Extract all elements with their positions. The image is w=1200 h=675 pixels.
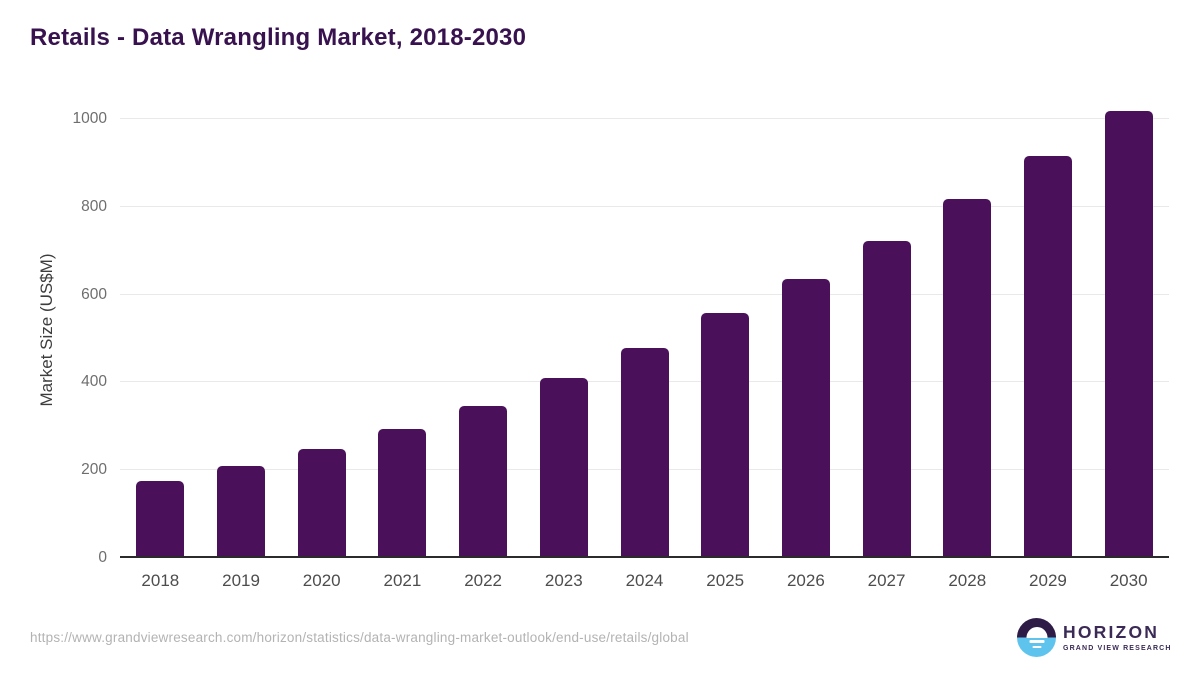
x-tick-label-2030: 2030 bbox=[1109, 571, 1148, 590]
reflection-line-icon bbox=[1029, 640, 1044, 643]
y-tick-label-0: 0 bbox=[98, 549, 107, 566]
bar-2024 bbox=[620, 347, 669, 558]
x-tick-label-2026: 2026 bbox=[786, 571, 825, 590]
x-tick-label-2021: 2021 bbox=[383, 571, 422, 590]
gridline-1000 bbox=[120, 117, 1169, 119]
reflection-line-icon bbox=[1032, 645, 1041, 648]
bar-2026 bbox=[781, 279, 830, 558]
x-tick-label-2020: 2020 bbox=[302, 571, 341, 590]
y-tick-label-800: 800 bbox=[81, 197, 107, 215]
y-tick-label-400: 400 bbox=[81, 373, 107, 391]
logo-tagline-text: GRAND VIEW RESEARCH bbox=[1063, 644, 1172, 652]
y-axis-tick-labels: 0 200 400 600 800 1000 bbox=[0, 100, 107, 566]
bar-2019 bbox=[217, 466, 266, 558]
x-tick-label-2022: 2022 bbox=[464, 571, 503, 590]
source-url: https://www.grandviewresearch.com/horizo… bbox=[30, 630, 689, 645]
y-tick-label-600: 600 bbox=[81, 285, 107, 303]
bar-2028 bbox=[943, 199, 992, 558]
gridline-800 bbox=[120, 205, 1169, 207]
x-tick-label-2023: 2023 bbox=[544, 571, 583, 590]
x-tick-label-2027: 2027 bbox=[867, 571, 906, 590]
x-tick-label-2029: 2029 bbox=[1029, 571, 1067, 590]
x-axis-tick-labels: 2018 2019 2020 2021 2022 2023 2024 2025 2026 2027… bbox=[120, 571, 1169, 593]
x-axis-line bbox=[120, 556, 1169, 558]
bar-2030 bbox=[1104, 111, 1153, 558]
bar-2023 bbox=[539, 377, 588, 558]
bar-2029 bbox=[1023, 156, 1072, 558]
bar-2025 bbox=[701, 313, 750, 558]
horizon-logo-icon bbox=[1017, 618, 1056, 657]
bar-2027 bbox=[862, 240, 911, 558]
plot-area bbox=[120, 100, 1169, 558]
x-tick-label-2028: 2028 bbox=[948, 571, 987, 590]
x-tick-label-2019: 2019 bbox=[222, 571, 260, 590]
gridline-600 bbox=[120, 293, 1169, 295]
y-tick-label-1000: 1000 bbox=[72, 109, 107, 127]
bar-2021 bbox=[378, 428, 427, 558]
x-tick-label-2018: 2018 bbox=[141, 571, 180, 590]
bar-2022 bbox=[459, 406, 508, 558]
sun-dome-icon bbox=[1026, 627, 1047, 638]
y-tick-label-200: 200 bbox=[81, 461, 107, 479]
logo-brand-text: HORIZON bbox=[1063, 621, 1160, 642]
x-tick-label-2024: 2024 bbox=[625, 571, 664, 590]
x-tick-label-2025: 2025 bbox=[706, 571, 745, 590]
bar-2020 bbox=[297, 448, 346, 558]
bar-2018 bbox=[136, 481, 185, 558]
logo-text-block: HORIZON GRAND VIEW RESEARCH bbox=[1063, 621, 1172, 652]
horizon-logo: HORIZON GRAND VIEW RESEARCH bbox=[1017, 618, 1172, 657]
chart-title: Retails - Data Wrangling Market, 2018-20… bbox=[30, 24, 527, 51]
